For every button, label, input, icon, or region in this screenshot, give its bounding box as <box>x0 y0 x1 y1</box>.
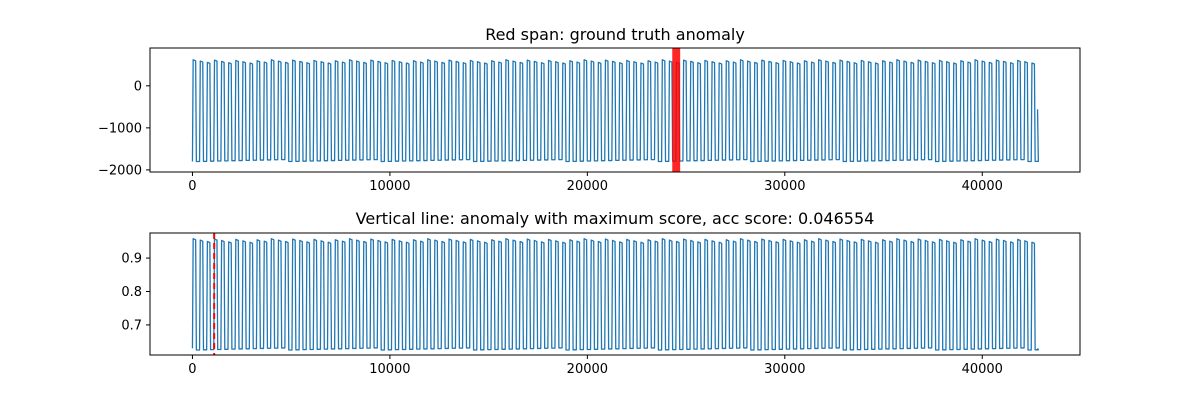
bottom-chart-title: Vertical line: anomaly with maximum scor… <box>356 209 875 228</box>
top-anomaly-span <box>672 48 681 172</box>
bottom-y-tick-label: 0.7 <box>121 318 142 333</box>
bottom-subplot: Vertical line: anomaly with maximum scor… <box>121 209 1081 377</box>
top-x-tick-label: 20000 <box>567 179 608 194</box>
top-y-axis-ticks: −2000 −1000 0 <box>98 79 150 178</box>
top-x-tick-label: 40000 <box>962 179 1003 194</box>
bottom-x-tick-label: 30000 <box>764 362 805 377</box>
bottom-axes-frame <box>149 232 1081 356</box>
bottom-x-tick-label: 10000 <box>369 362 410 377</box>
top-subplot: Red span: ground truth anomaly 0 10000 200… <box>98 25 1081 194</box>
top-x-tick-label: 10000 <box>369 179 410 194</box>
bottom-chart-marks <box>191 233 1039 355</box>
bottom-x-tick-label: 20000 <box>567 362 608 377</box>
top-x-tick-label: 0 <box>188 179 196 194</box>
top-series-line-0 <box>191 59 1039 163</box>
bottom-y-axis-ticks: 0.7 0.8 0.9 <box>121 252 150 333</box>
top-y-tick-label: 0 <box>134 79 142 94</box>
top-axes-frame <box>149 47 1081 173</box>
top-x-axis-ticks: 0 10000 20000 30000 40000 <box>188 172 1003 194</box>
bottom-x-tick-label: 40000 <box>962 362 1003 377</box>
bottom-series-line-0 <box>191 238 1039 351</box>
bottom-y-tick-label: 0.8 <box>121 285 142 300</box>
top-chart-title: Red span: ground truth anomaly <box>485 25 745 44</box>
bottom-x-axis-ticks: 0 10000 20000 30000 40000 <box>188 355 1003 377</box>
top-y-tick-label: −2000 <box>98 163 142 178</box>
top-chart-marks <box>191 48 1039 172</box>
top-y-tick-label: −1000 <box>98 121 142 136</box>
top-x-tick-label: 30000 <box>764 179 805 194</box>
bottom-y-tick-label: 0.9 <box>121 252 142 267</box>
bottom-x-tick-label: 0 <box>188 362 196 377</box>
